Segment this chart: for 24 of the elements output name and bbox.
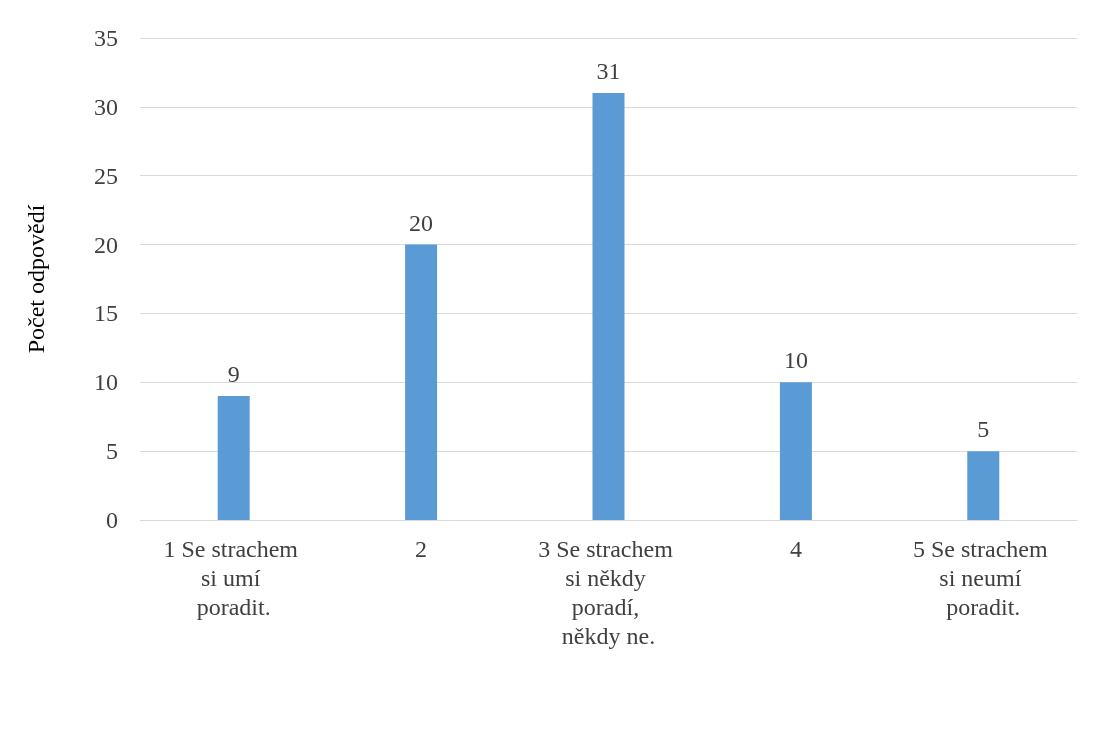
y-tick-label: 10 [94,369,118,396]
y-tick-label: 15 [94,300,118,327]
x-tick-label: 4 [789,535,802,562]
x-tick-label: 5 Se strachem si neumí poradit. [912,535,1054,620]
y-tick-label: 20 [94,231,118,258]
data-label: 10 [783,347,808,374]
data-label: 31 [596,58,621,85]
x-tick-label: 1 Se strachem si umí poradit. [163,535,305,620]
y-tick-label: 5 [106,438,118,465]
y-tick-label: 30 [94,93,118,120]
data-label: 5 [977,416,990,443]
y-tick-label: 25 [94,162,118,189]
y-tick-label: 35 [94,25,118,51]
y-axis-title: Počet odpovědí [23,204,49,354]
bar [405,244,438,520]
data-label: 20 [409,209,434,236]
y-tick-label: 0 [106,507,118,533]
x-tick-label: 3 Se strachem si někdy poradí, někdy ne. [538,535,679,649]
bar [967,451,1000,520]
bar [217,396,250,520]
bar [592,93,625,520]
data-label: 9 [227,361,240,388]
bar [779,382,812,520]
x-tick-label: 2 [415,535,428,562]
